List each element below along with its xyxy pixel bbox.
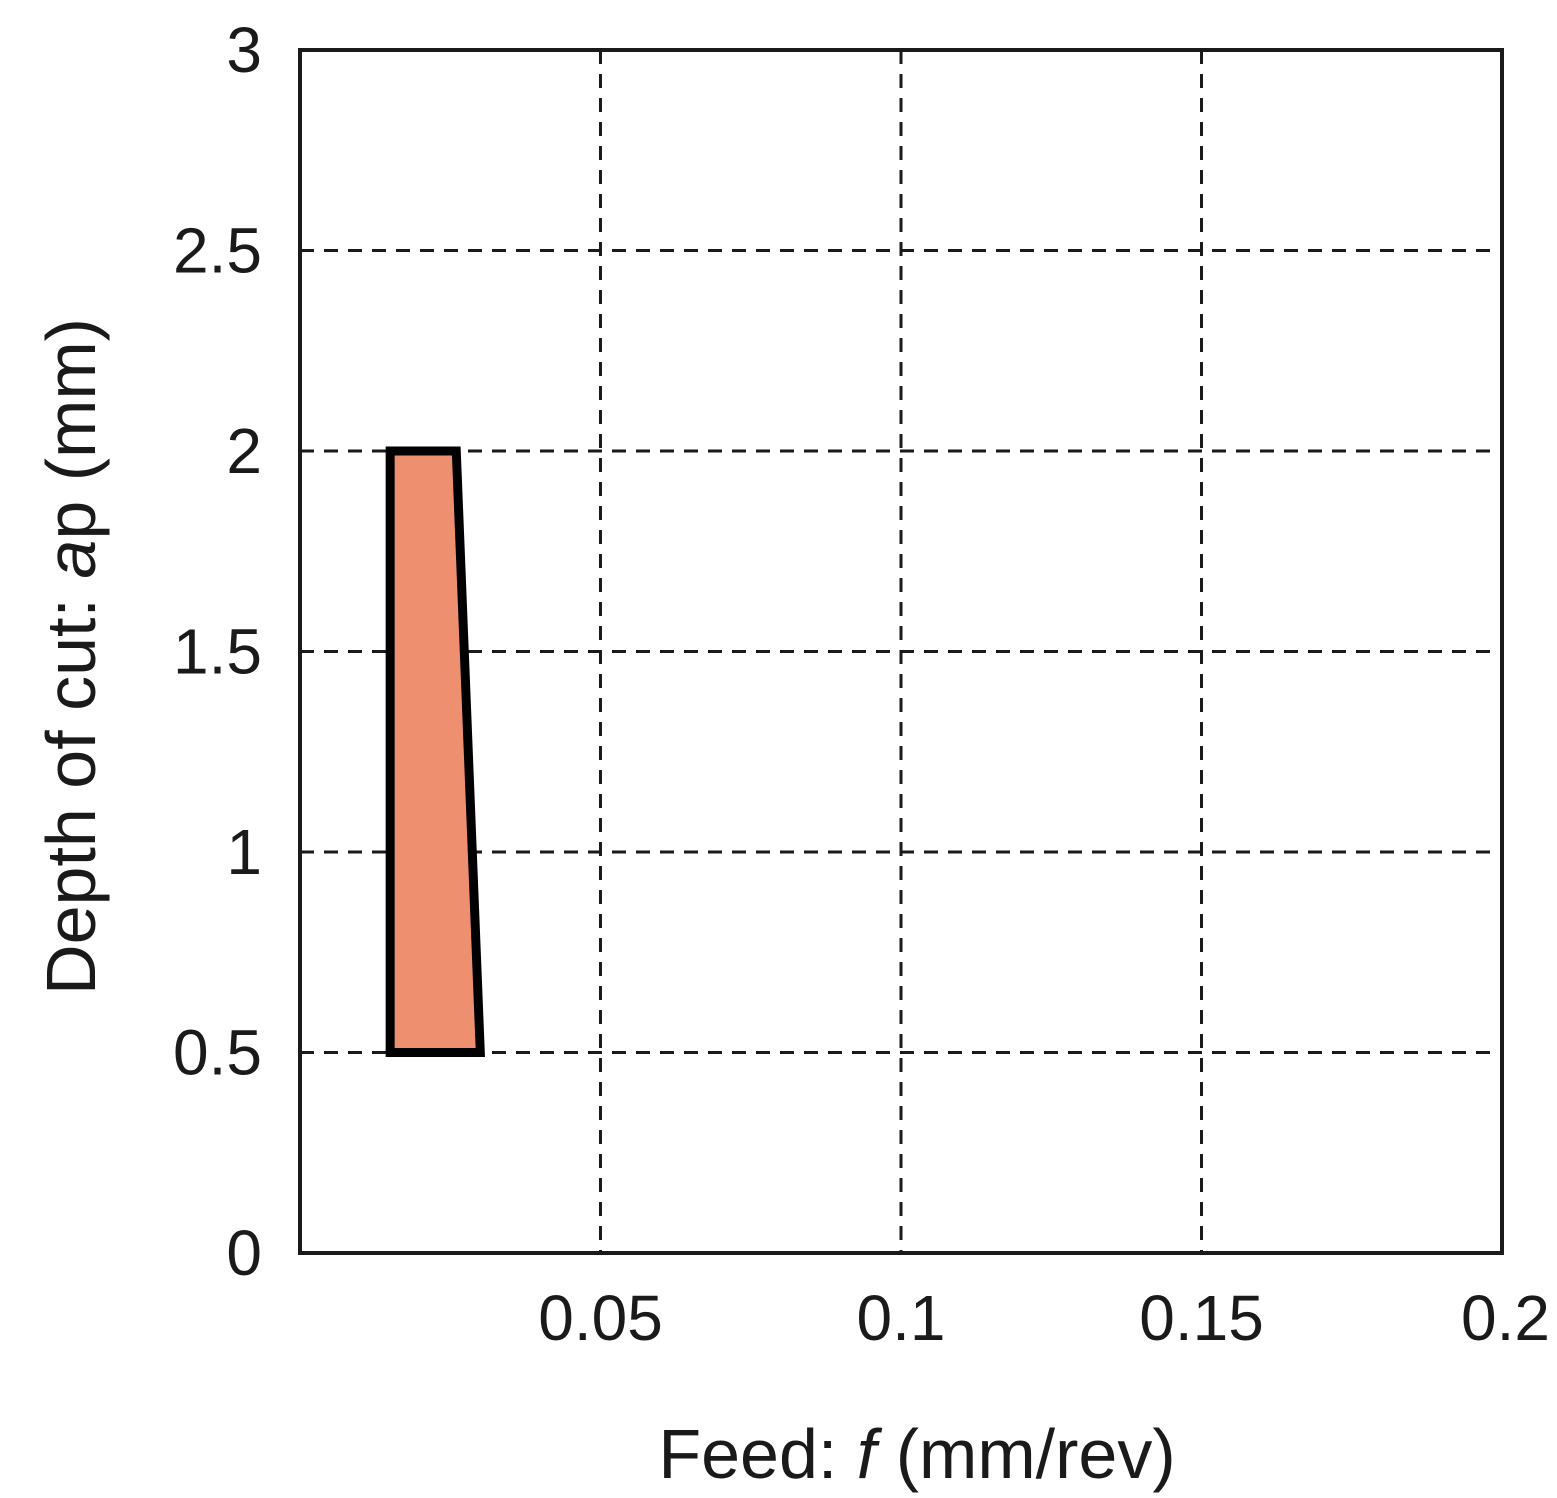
feasible-region-0	[385, 446, 485, 1057]
grid-lines	[300, 50, 1502, 1253]
y-tick-label: 1.5	[173, 616, 262, 688]
y-axis-title: Depth of cut: ap (mm)	[32, 318, 110, 995]
x-tick-label: 0.15	[1139, 1282, 1264, 1354]
y-tick-labels: 0 0.5 1 1.5 2 2.5 3	[173, 14, 262, 1289]
plot-frame	[298, 48, 1504, 1255]
y-tick-label: 0.5	[173, 1017, 262, 1089]
x-axis-title: Feed: f (mm/rev)	[658, 1415, 1175, 1493]
y-tick-label: 3	[226, 14, 262, 86]
y-axis-title-variable: a	[32, 540, 110, 579]
y-tick-label: 0	[226, 1217, 262, 1289]
x-tick-label: 0.05	[538, 1282, 663, 1354]
x-axis-title-suffix: (mm/rev)	[876, 1415, 1175, 1493]
y-axis-title-prefix: Depth of cut:	[32, 579, 110, 995]
x-tick-label: 0.1	[857, 1282, 946, 1354]
x-tick-labels: 0.05 0.1 0.15 0.2	[538, 1282, 1550, 1354]
y-tick-label: 2.5	[173, 215, 262, 287]
y-tick-label: 1	[226, 816, 262, 888]
y-tick-label: 2	[226, 415, 262, 487]
feasible-region-layer	[385, 446, 485, 1057]
y-axis-title-suffix: p (mm)	[32, 318, 110, 540]
x-axis-title-prefix: Feed:	[658, 1415, 856, 1493]
x-tick-label: 0.2	[1461, 1282, 1550, 1354]
